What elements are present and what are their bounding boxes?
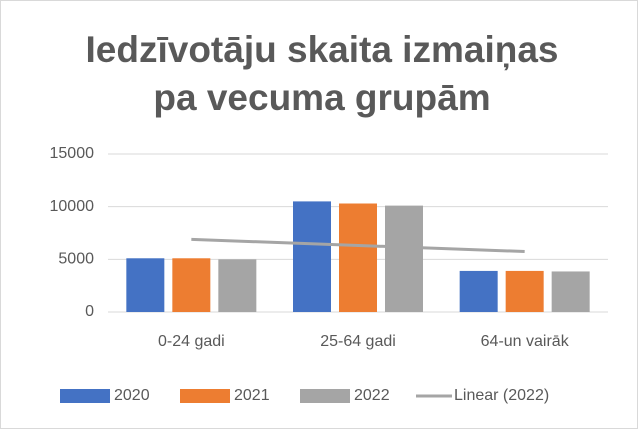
bar bbox=[459, 270, 498, 312]
y-tick-label: 0 bbox=[85, 303, 94, 320]
y-tick-label: 10000 bbox=[50, 198, 95, 215]
x-tick-label: 25-64 gadi bbox=[320, 333, 396, 350]
legend-swatch bbox=[180, 389, 230, 403]
bar bbox=[293, 201, 331, 312]
bar bbox=[339, 203, 377, 312]
bar bbox=[126, 258, 165, 312]
legend-label: 2021 bbox=[234, 387, 270, 404]
y-tick-label: 15000 bbox=[50, 145, 95, 162]
bar bbox=[172, 258, 211, 312]
bar bbox=[551, 271, 590, 312]
x-tick-label: 0-24 gadi bbox=[158, 333, 225, 350]
legend-swatch bbox=[60, 389, 110, 403]
y-tick-label: 5000 bbox=[58, 251, 94, 268]
bar bbox=[385, 205, 423, 312]
chart-title: pa vecuma grupām bbox=[153, 77, 490, 118]
chart-title: Iedzīvotāju skaita izmaiņas bbox=[86, 29, 559, 71]
legend-label: 2020 bbox=[114, 387, 150, 404]
bar bbox=[505, 270, 544, 312]
legend-label: Linear (2022) bbox=[454, 387, 549, 404]
trendline bbox=[191, 237, 525, 254]
legend-label: 2022 bbox=[354, 387, 390, 404]
bar bbox=[218, 259, 257, 312]
x-tick-label: 64-un vairāk bbox=[481, 333, 570, 350]
legend-swatch bbox=[300, 389, 350, 403]
